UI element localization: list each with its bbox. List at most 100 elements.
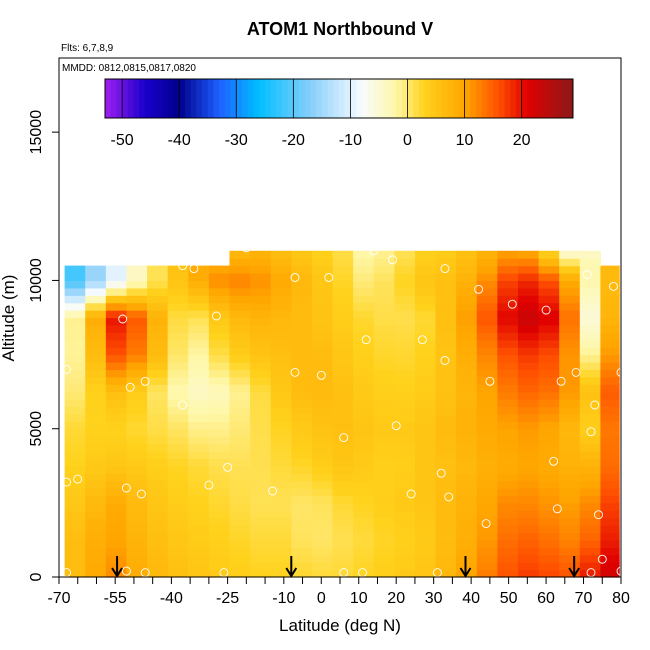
field-cell — [250, 361, 272, 370]
field-cell — [435, 354, 457, 363]
field-cell — [126, 547, 148, 556]
field-cell — [538, 250, 560, 259]
field-cell — [538, 399, 560, 408]
field-cell — [579, 502, 601, 511]
field-cell — [559, 347, 581, 356]
field-cell — [435, 547, 457, 556]
field-cell — [517, 421, 540, 430]
observation-point — [609, 281, 618, 291]
field-cell — [291, 347, 313, 356]
field-cell — [394, 436, 416, 445]
field-cell — [270, 547, 292, 556]
field-cell — [208, 339, 231, 348]
field-cell — [208, 354, 231, 363]
field-cell — [600, 406, 620, 415]
field-cell — [64, 324, 86, 333]
field-cell — [291, 361, 313, 370]
field-cell — [208, 428, 231, 437]
field-cell — [394, 391, 416, 400]
colorbar-frame — [104, 78, 574, 119]
field-cell — [311, 361, 334, 370]
field-cell — [250, 488, 272, 497]
field-cell — [188, 480, 210, 489]
field-cell — [497, 413, 519, 422]
field-cell — [373, 517, 395, 526]
field-cell — [414, 502, 437, 511]
field-cell — [517, 250, 540, 259]
field-cell — [126, 458, 148, 467]
field-cell — [311, 443, 334, 452]
field-cell — [105, 280, 128, 289]
field-cell — [414, 317, 437, 326]
observation-point — [369, 246, 379, 256]
field-cell — [270, 295, 292, 304]
field-cell — [147, 287, 169, 296]
field-cell — [373, 436, 395, 445]
field-cell — [64, 510, 86, 519]
field-cell — [414, 436, 437, 445]
field-cell — [167, 369, 189, 378]
field-cell — [64, 347, 86, 356]
field-cell — [476, 258, 498, 267]
observation-point — [485, 376, 495, 386]
field-cell — [126, 265, 148, 274]
field-cell — [229, 488, 251, 497]
field-cell — [456, 428, 478, 437]
observation-point — [73, 474, 83, 484]
colorbar-swatch — [213, 79, 220, 118]
field-cell — [579, 287, 601, 296]
field-cell — [126, 273, 148, 282]
field-cell — [270, 287, 292, 296]
field-cell — [517, 347, 540, 356]
field-cell — [559, 369, 581, 378]
field-cell — [559, 525, 581, 534]
dates-note: MMDD: 0812,0815,0817,0820 — [62, 63, 196, 74]
field-cell — [332, 295, 354, 304]
field-cell — [332, 532, 354, 541]
field-cell — [476, 413, 498, 422]
field-cell — [208, 450, 231, 459]
x-tick-label: -55 — [104, 590, 127, 607]
field-cell — [353, 361, 375, 370]
field-cell — [64, 547, 86, 556]
field-cell — [600, 525, 620, 534]
colorbar-swatch — [299, 79, 306, 118]
field-cell — [229, 525, 251, 534]
field-cell — [64, 421, 86, 430]
observation-point — [541, 305, 551, 315]
field-cell — [229, 258, 251, 267]
observation-point — [290, 273, 300, 282]
field-cell — [332, 413, 354, 422]
field-cell — [126, 502, 148, 511]
field-cell — [291, 569, 313, 578]
field-cell — [414, 443, 437, 452]
field-cell — [250, 406, 272, 415]
field-cell — [600, 458, 620, 467]
field-cell — [373, 295, 395, 304]
colorbar-swatch — [418, 79, 426, 118]
field-cell — [147, 480, 169, 489]
field-cell — [291, 443, 313, 452]
field-cell — [435, 502, 457, 511]
field-cell — [250, 384, 272, 393]
x-tick-label: 50 — [500, 590, 518, 607]
field-cell — [394, 384, 416, 393]
field-cell — [435, 250, 457, 259]
field-cell — [208, 495, 231, 504]
field-cell — [517, 465, 540, 474]
field-cell — [353, 436, 375, 445]
field-cell — [270, 339, 292, 348]
x-tick-label: 70 — [575, 590, 593, 607]
field-cell — [394, 458, 416, 467]
field-cell — [538, 369, 560, 378]
field-cell — [188, 539, 210, 548]
field-cell — [456, 517, 478, 526]
field-cell — [456, 384, 478, 393]
field-cell — [517, 436, 540, 445]
field-cell — [167, 302, 189, 311]
field-cell — [538, 421, 560, 430]
field-cell — [126, 510, 148, 519]
field-cell — [270, 458, 292, 467]
field-cell — [394, 302, 416, 311]
field-cell — [353, 532, 375, 541]
